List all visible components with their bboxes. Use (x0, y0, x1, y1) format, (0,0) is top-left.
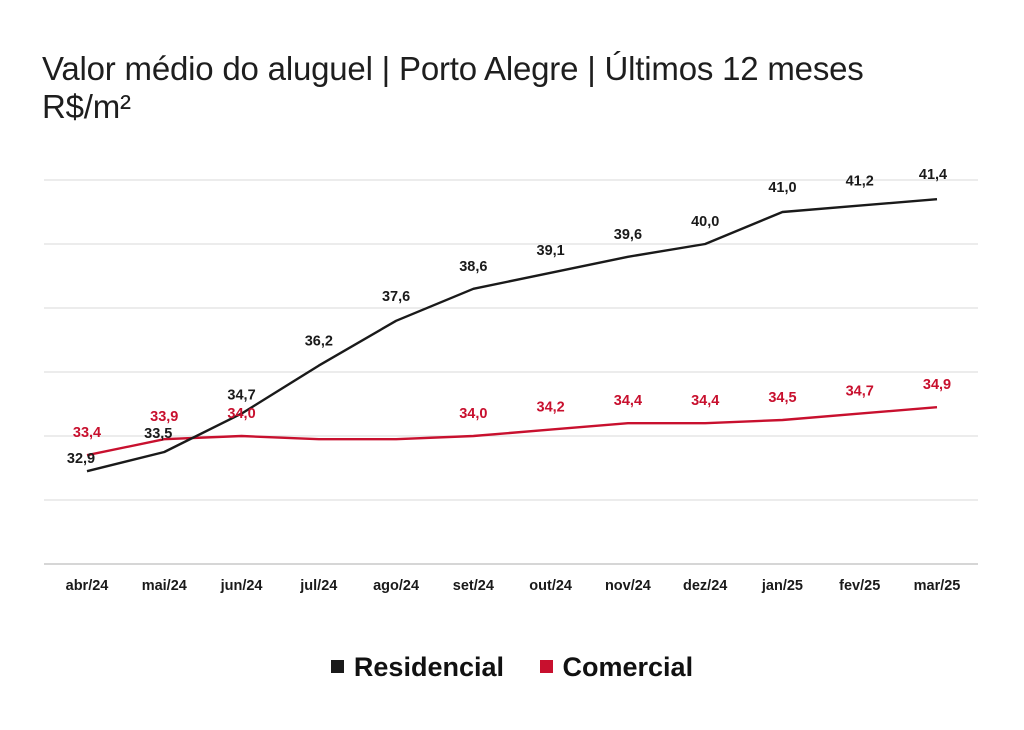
data-label-residencial: 39,1 (537, 243, 565, 259)
x-tick-label: fev/25 (839, 578, 880, 594)
data-label-residencial: 34,7 (227, 388, 255, 404)
data-label-residencial: 39,6 (614, 227, 642, 243)
data-label-comercial: 33,9 (150, 409, 178, 425)
data-label-comercial: 34,0 (459, 406, 487, 422)
legend-label-residencial: Residencial (353, 652, 504, 682)
legend-label-comercial: Comercial (562, 652, 694, 682)
legend: Residencial Comercial (0, 652, 1024, 683)
x-tick-label: out/24 (529, 578, 572, 594)
data-label-comercial: 34,4 (691, 393, 719, 409)
x-tick-label: mai/24 (142, 578, 187, 594)
x-tick-label: mar/25 (914, 578, 961, 594)
data-label-comercial: 34,0 (227, 406, 255, 422)
data-label-residencial: 41,4 (919, 167, 947, 183)
x-tick-label: jan/25 (761, 578, 803, 594)
data-label-residencial: 41,2 (846, 174, 874, 190)
data-label-residencial: 32,9 (67, 451, 95, 467)
data-label-comercial: 34,2 (537, 400, 565, 416)
x-tick-label: jul/24 (299, 578, 337, 594)
data-label-residencial: 36,2 (305, 334, 333, 350)
x-tick-label: abr/24 (66, 578, 109, 594)
data-label-residencial: 40,0 (691, 214, 719, 230)
legend-swatch-residencial (330, 660, 344, 673)
chart-title-block: Valor médio do aluguel | Porto Alegre | … (42, 50, 864, 126)
data-label-residencial: 38,6 (459, 259, 487, 275)
chart-subtitle: R$/m² (42, 88, 131, 125)
series-line-residencial (86, 198, 938, 473)
line-chart: abr/24 mai/24 jun/24 jul/24 ago/24 set/24 out/… (44, 167, 978, 594)
data-label-comercial: 34,4 (614, 393, 642, 409)
data-label-residencial: 41,0 (768, 180, 796, 196)
legend-swatch-comercial (539, 660, 553, 673)
data-label-comercial: 34,9 (923, 377, 951, 393)
data-label-comercial: 34,5 (768, 390, 796, 406)
legend-item-comercial: Comercial (539, 652, 694, 683)
x-tick-label: dez/24 (683, 578, 727, 594)
chart-title: Valor médio do aluguel | Porto Alegre | … (42, 50, 864, 87)
data-label-comercial: 34,7 (846, 384, 874, 400)
data-label-residencial: 33,5 (144, 426, 172, 442)
legend-item-residencial: Residencial (330, 652, 504, 683)
x-tick-label: set/24 (453, 578, 494, 594)
x-tick-label: ago/24 (373, 578, 419, 594)
x-tick-label: jun/24 (220, 578, 263, 594)
data-label-comercial: 33,4 (73, 425, 101, 441)
x-tick-label: nov/24 (605, 578, 651, 594)
series-line-comercial (86, 406, 938, 457)
data-label-residencial: 37,6 (382, 289, 410, 305)
